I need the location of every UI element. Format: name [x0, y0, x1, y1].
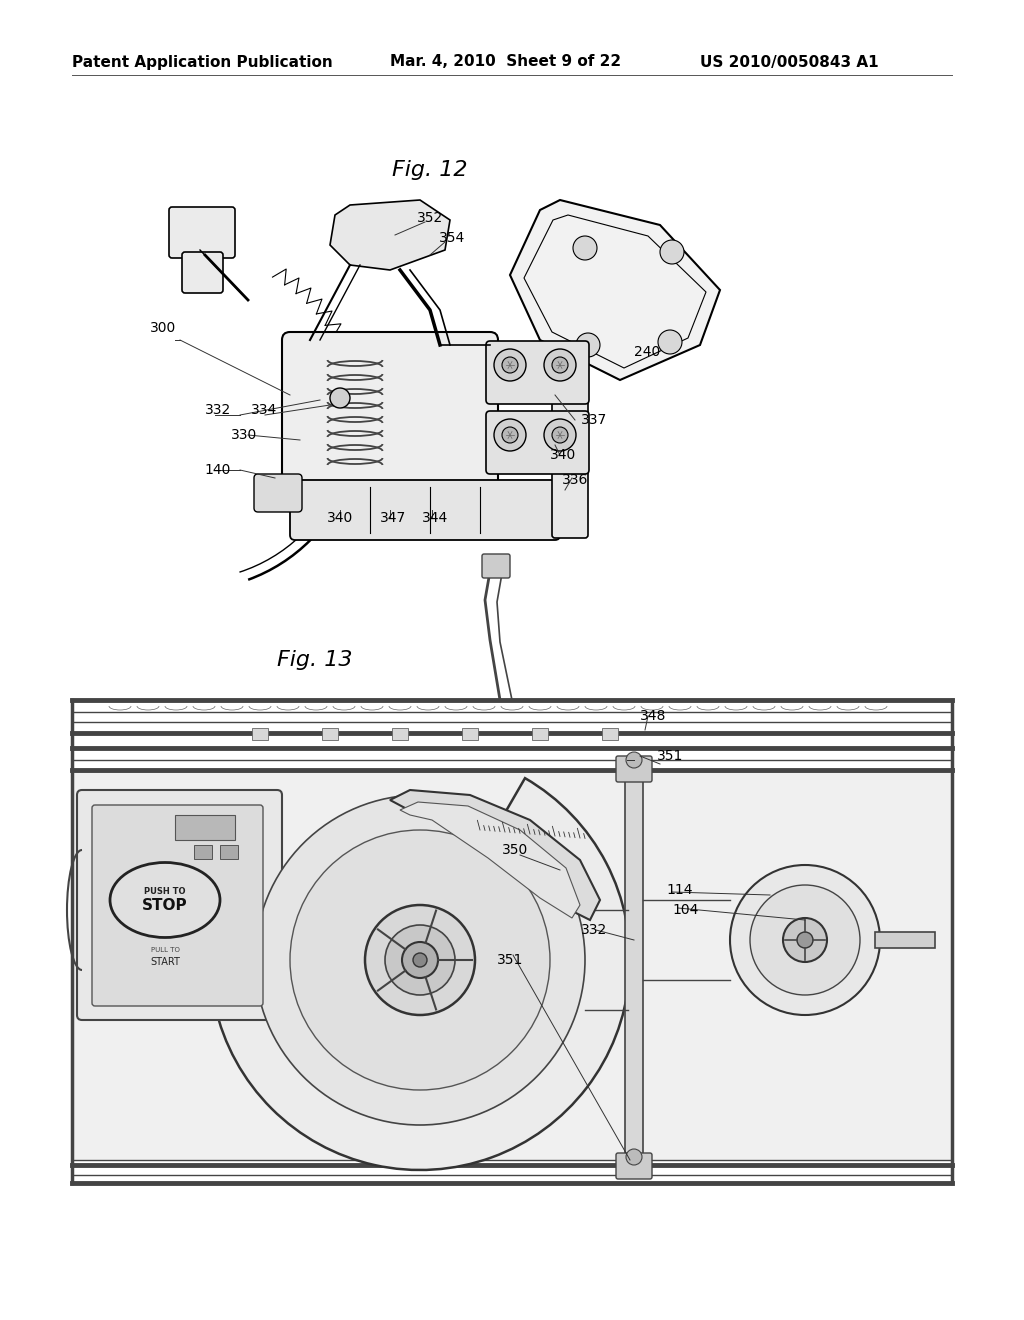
- Circle shape: [290, 830, 550, 1090]
- Text: 334: 334: [251, 403, 278, 417]
- Text: 351: 351: [497, 953, 523, 968]
- Bar: [252, 729, 268, 741]
- Circle shape: [658, 330, 682, 354]
- Polygon shape: [510, 201, 720, 380]
- Circle shape: [575, 333, 600, 356]
- Text: 300: 300: [150, 321, 176, 335]
- Text: Mar. 4, 2010  Sheet 9 of 22: Mar. 4, 2010 Sheet 9 of 22: [390, 54, 622, 70]
- Circle shape: [730, 865, 880, 1015]
- Bar: [532, 729, 548, 741]
- Circle shape: [365, 906, 475, 1015]
- Text: 114: 114: [667, 883, 693, 898]
- Bar: [462, 729, 478, 741]
- Wedge shape: [210, 777, 630, 1170]
- Bar: [625, 770, 643, 1170]
- FancyBboxPatch shape: [290, 480, 560, 540]
- Circle shape: [402, 942, 438, 978]
- Circle shape: [750, 884, 860, 995]
- Text: 352: 352: [417, 211, 443, 224]
- Circle shape: [552, 356, 568, 374]
- Text: Fig. 12: Fig. 12: [392, 160, 468, 180]
- Text: 332: 332: [205, 403, 231, 417]
- Circle shape: [573, 236, 597, 260]
- Bar: [194, 845, 212, 859]
- Text: 332: 332: [581, 923, 607, 937]
- Text: 240: 240: [634, 345, 660, 359]
- Circle shape: [255, 795, 585, 1125]
- Circle shape: [502, 356, 518, 374]
- Bar: [220, 845, 238, 859]
- Bar: [602, 729, 618, 741]
- Text: PULL TO: PULL TO: [151, 946, 179, 953]
- FancyBboxPatch shape: [77, 789, 282, 1020]
- Text: Patent Application Publication: Patent Application Publication: [72, 54, 333, 70]
- FancyBboxPatch shape: [616, 1152, 652, 1179]
- FancyBboxPatch shape: [486, 341, 589, 404]
- Text: 344: 344: [422, 511, 449, 525]
- Text: STOP: STOP: [142, 898, 187, 912]
- Circle shape: [544, 418, 575, 451]
- Text: 336: 336: [562, 473, 588, 487]
- FancyBboxPatch shape: [254, 474, 302, 512]
- FancyBboxPatch shape: [616, 756, 652, 781]
- Text: Fig. 13: Fig. 13: [278, 649, 352, 671]
- Ellipse shape: [110, 862, 220, 937]
- Text: 337: 337: [581, 413, 607, 426]
- FancyBboxPatch shape: [182, 252, 223, 293]
- Text: 348: 348: [640, 709, 667, 723]
- Text: 354: 354: [439, 231, 465, 246]
- Circle shape: [413, 953, 427, 968]
- Polygon shape: [400, 803, 580, 917]
- Text: 330: 330: [230, 428, 257, 442]
- FancyBboxPatch shape: [92, 805, 263, 1006]
- Text: 340: 340: [327, 511, 353, 525]
- Circle shape: [660, 240, 684, 264]
- FancyBboxPatch shape: [282, 333, 498, 498]
- Circle shape: [783, 917, 827, 962]
- Circle shape: [385, 925, 455, 995]
- Circle shape: [797, 932, 813, 948]
- Bar: [73, 771, 951, 1162]
- Polygon shape: [330, 201, 450, 271]
- Circle shape: [494, 348, 526, 381]
- FancyBboxPatch shape: [482, 554, 510, 578]
- Text: 350: 350: [502, 843, 528, 857]
- Bar: [874, 932, 935, 948]
- Text: 351: 351: [656, 748, 683, 763]
- Bar: [322, 729, 338, 741]
- Circle shape: [552, 426, 568, 444]
- Text: 104: 104: [673, 903, 699, 917]
- Circle shape: [544, 348, 575, 381]
- Bar: [392, 729, 408, 741]
- Text: 340: 340: [550, 447, 577, 462]
- Polygon shape: [390, 789, 600, 920]
- Text: 140: 140: [205, 463, 231, 477]
- Circle shape: [502, 426, 518, 444]
- Circle shape: [626, 1148, 642, 1166]
- Text: US 2010/0050843 A1: US 2010/0050843 A1: [700, 54, 879, 70]
- FancyBboxPatch shape: [552, 347, 588, 539]
- Bar: [175, 814, 234, 840]
- Text: START: START: [151, 957, 180, 968]
- Circle shape: [330, 388, 350, 408]
- Text: PUSH TO: PUSH TO: [144, 887, 185, 896]
- FancyBboxPatch shape: [169, 207, 234, 257]
- Text: 347: 347: [380, 511, 407, 525]
- Circle shape: [626, 752, 642, 768]
- Circle shape: [494, 418, 526, 451]
- FancyBboxPatch shape: [486, 411, 589, 474]
